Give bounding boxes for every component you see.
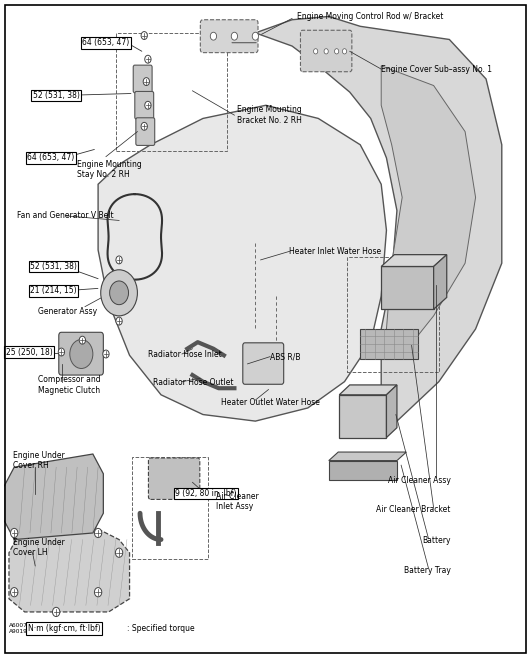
Circle shape (145, 101, 151, 109)
Circle shape (145, 55, 151, 63)
Text: Engine Mounting
Bracket No. 2 RH: Engine Mounting Bracket No. 2 RH (237, 105, 302, 125)
Polygon shape (340, 385, 397, 395)
Circle shape (335, 49, 339, 54)
Text: A60079
A90195: A60079 A90195 (9, 623, 32, 634)
FancyBboxPatch shape (59, 332, 103, 375)
Text: Radiator Hose Outlet: Radiator Hose Outlet (153, 378, 234, 388)
Text: 21 (214, 15): 21 (214, 15) (30, 286, 77, 295)
FancyBboxPatch shape (135, 91, 154, 119)
Circle shape (143, 78, 149, 86)
Circle shape (141, 122, 147, 130)
Text: Engine Mounting
Stay No. 2 RH: Engine Mounting Stay No. 2 RH (77, 160, 142, 180)
Text: Air Cleaner Bracket: Air Cleaner Bracket (376, 505, 450, 515)
Circle shape (11, 528, 18, 538)
FancyBboxPatch shape (133, 65, 152, 93)
Text: 25 (250, 18): 25 (250, 18) (5, 347, 52, 357)
FancyBboxPatch shape (329, 461, 397, 480)
Polygon shape (9, 526, 129, 612)
Circle shape (231, 32, 238, 40)
Circle shape (141, 32, 147, 39)
Text: Compressor and
Magnetic Clutch: Compressor and Magnetic Clutch (38, 375, 100, 395)
FancyBboxPatch shape (381, 266, 433, 309)
Circle shape (11, 588, 18, 597)
Text: Radiator Hose Inlet: Radiator Hose Inlet (148, 349, 222, 359)
Text: Fan and Generator V Belt: Fan and Generator V Belt (17, 211, 114, 220)
Circle shape (52, 607, 60, 617)
Polygon shape (256, 16, 502, 421)
Polygon shape (386, 385, 397, 438)
Text: 64 (653, 47): 64 (653, 47) (82, 38, 129, 47)
Text: 52 (531, 38): 52 (531, 38) (33, 91, 80, 100)
Text: ABS R/B: ABS R/B (270, 352, 300, 361)
Text: Engine Under
Cover RH: Engine Under Cover RH (13, 451, 65, 470)
FancyBboxPatch shape (360, 329, 418, 359)
Circle shape (116, 317, 122, 325)
Circle shape (116, 548, 122, 557)
FancyBboxPatch shape (136, 118, 155, 145)
FancyBboxPatch shape (200, 20, 258, 53)
Polygon shape (98, 105, 386, 421)
Text: Air Cleaner Assy: Air Cleaner Assy (388, 476, 450, 485)
FancyBboxPatch shape (340, 395, 386, 438)
Text: Battery Tray: Battery Tray (403, 566, 450, 575)
FancyBboxPatch shape (148, 458, 200, 499)
Text: : Specified torque: : Specified torque (127, 624, 194, 633)
Text: N·m (kgf·cm, ft·lbf): N·m (kgf·cm, ft·lbf) (27, 624, 100, 633)
Circle shape (58, 348, 64, 356)
Circle shape (343, 49, 346, 54)
Text: Engine Cover Sub–assy No. 1: Engine Cover Sub–assy No. 1 (381, 64, 492, 74)
Text: 9 (92, 80 in.·lbf): 9 (92, 80 in.·lbf) (175, 489, 236, 498)
Polygon shape (4, 454, 103, 540)
Circle shape (79, 336, 86, 344)
Circle shape (70, 340, 93, 368)
Polygon shape (381, 66, 476, 355)
Text: Engine Under
Cover LH: Engine Under Cover LH (13, 538, 65, 557)
Text: Generator Assy: Generator Assy (38, 307, 97, 316)
Text: Heater Outlet Water Hose: Heater Outlet Water Hose (221, 398, 320, 407)
Circle shape (110, 281, 128, 305)
Text: Heater Inlet Water Hose: Heater Inlet Water Hose (289, 247, 382, 256)
Circle shape (116, 256, 122, 264)
Circle shape (210, 32, 216, 40)
Circle shape (252, 32, 259, 40)
Circle shape (324, 49, 328, 54)
Circle shape (101, 270, 137, 316)
Text: Engine Moving Control Rod w/ Bracket: Engine Moving Control Rod w/ Bracket (297, 12, 444, 21)
Circle shape (95, 528, 102, 538)
FancyBboxPatch shape (243, 343, 284, 384)
Text: 52 (531, 38): 52 (531, 38) (30, 262, 77, 271)
FancyBboxPatch shape (300, 30, 352, 72)
Polygon shape (329, 452, 407, 461)
Text: Air Cleaner
Inlet Assy: Air Cleaner Inlet Assy (216, 492, 259, 511)
Text: Battery: Battery (422, 536, 450, 545)
Text: 64 (653, 47): 64 (653, 47) (27, 153, 74, 163)
Polygon shape (433, 255, 447, 309)
Circle shape (95, 588, 102, 597)
Circle shape (103, 350, 109, 358)
Circle shape (314, 49, 318, 54)
Polygon shape (381, 255, 447, 266)
